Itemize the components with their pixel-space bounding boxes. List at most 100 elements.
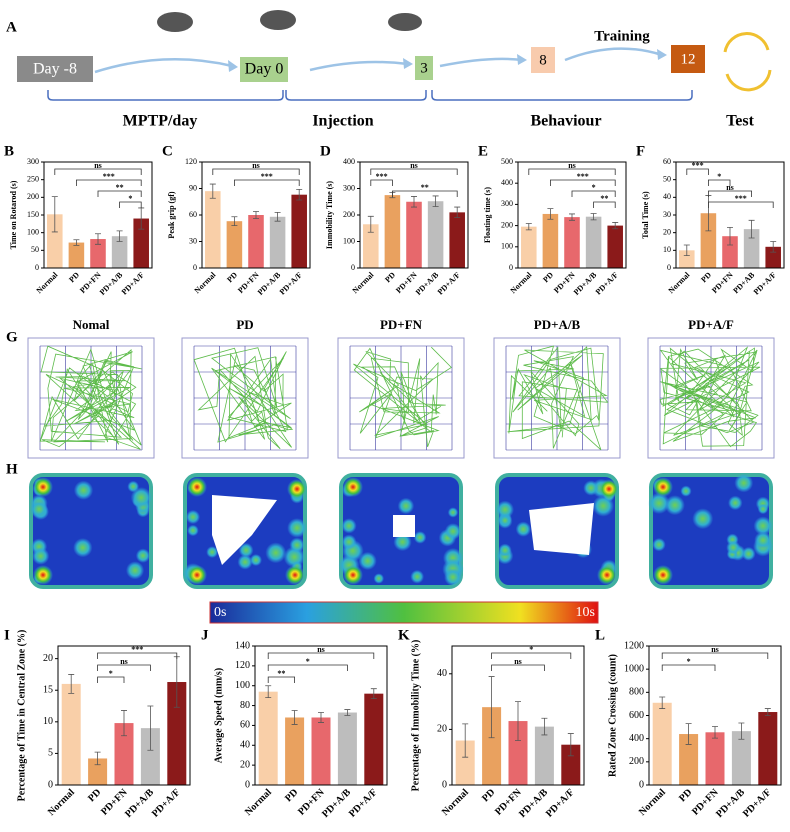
heat-spot (343, 477, 363, 497)
bar (226, 221, 243, 268)
bar (743, 229, 760, 268)
y-tick-label: 100 (235, 680, 250, 691)
bar (291, 194, 307, 268)
heat-spot (753, 516, 773, 536)
y-tick-label: 0 (667, 263, 671, 272)
error-bar (764, 708, 771, 716)
phase-label: MPTP/day (123, 113, 198, 130)
bar (133, 218, 149, 268)
significance-bracket (212, 168, 300, 175)
heat-spot (33, 565, 53, 585)
heat-gap (529, 503, 594, 555)
group-label: Nomal (73, 317, 110, 332)
significance-bracket (686, 168, 709, 175)
x-tick-label: PD+A/B (414, 270, 441, 297)
y-tick-label: 100 (343, 236, 355, 245)
bar (406, 201, 422, 268)
significance-bracket (708, 201, 774, 208)
bar (114, 723, 134, 785)
bar (564, 217, 580, 268)
y-axis-label: Total Time (s) (641, 191, 650, 239)
panel-letter: H (6, 461, 18, 477)
x-tick-label: PD (225, 270, 239, 284)
error-bar (515, 701, 521, 741)
bar (521, 226, 537, 268)
significance-label: ns (94, 161, 102, 170)
panel-letter: F (636, 143, 645, 159)
y-tick-label: 10 (663, 245, 671, 254)
x-tick-label: Normal (351, 270, 376, 295)
y-tick-label: 0 (351, 263, 355, 272)
error-bar (274, 211, 281, 222)
heat-spot (597, 565, 617, 585)
heat-spot (498, 514, 512, 527)
y-tick-label: 90 (189, 183, 197, 192)
y-tick-label: 1200 (624, 640, 644, 651)
x-tick-label: PD (541, 270, 555, 284)
bar (449, 212, 465, 268)
error-bar (73, 239, 80, 246)
arrow-heads (228, 49, 667, 72)
heat-spot (652, 538, 666, 552)
y-tick-label: 60 (663, 157, 671, 166)
x-tick-label: PD+A/B (517, 787, 550, 820)
y-tick-label: 0 (639, 779, 644, 790)
bar (607, 225, 623, 268)
error-bar (94, 751, 101, 766)
track-path (507, 345, 609, 451)
x-tick-label: PD+A/F (120, 270, 146, 296)
y-tick-label: 60 (240, 720, 250, 731)
significance-label: *** (131, 645, 143, 654)
step-box (17, 56, 93, 82)
x-tick-label: PD (67, 270, 81, 284)
bar (364, 693, 384, 785)
y-tick-label: 100 (27, 227, 39, 236)
heat-spot (185, 509, 201, 525)
x-tick-label: PD+A/B (714, 787, 747, 820)
heat-spot (726, 540, 741, 555)
panel-letter: K (398, 627, 410, 643)
step-box (240, 57, 288, 82)
heat-spot (237, 554, 253, 570)
x-tick-label: Normal (243, 787, 274, 818)
error-bar (685, 723, 692, 745)
y-tick-label: 300 (27, 157, 39, 166)
group-label: PD+A/B (534, 317, 581, 332)
bar (167, 682, 187, 785)
significance-label: *** (577, 172, 589, 181)
bar (205, 191, 221, 268)
error-bar (68, 674, 75, 694)
phase-label: Test (726, 113, 755, 130)
heat-spot (125, 561, 145, 580)
significance-bracket (97, 664, 151, 671)
y-axis-label: Average Speed (mm/s) (213, 668, 224, 763)
error-bar (318, 712, 324, 723)
heat-spot (692, 508, 714, 530)
significance-label: ** (116, 183, 124, 192)
error-bar (612, 222, 619, 230)
plot-frame (57, 645, 191, 786)
error-bar (116, 230, 123, 242)
x-tick-label: Normal (35, 270, 60, 295)
error-bar (525, 223, 532, 231)
group-label: PD+A/F (688, 317, 734, 332)
timeline-arrows (94, 47, 663, 74)
panel-letter: B (4, 143, 14, 159)
heat-spot (664, 495, 685, 516)
heat-spot (130, 487, 152, 509)
bar (652, 702, 672, 785)
heat-spot (515, 521, 531, 537)
error-bar (590, 213, 597, 221)
heat-spot (187, 524, 199, 537)
heat-spot (734, 473, 754, 493)
heat-spot (653, 477, 673, 497)
bar (88, 758, 108, 785)
significance-bracket (708, 179, 731, 186)
y-tick-label: 30 (663, 210, 671, 219)
heat-spot (444, 523, 462, 540)
y-tick-label: 200 (629, 756, 644, 767)
significance-bracket (491, 652, 572, 659)
heat-spot (343, 565, 363, 585)
significance-bracket (528, 168, 616, 175)
